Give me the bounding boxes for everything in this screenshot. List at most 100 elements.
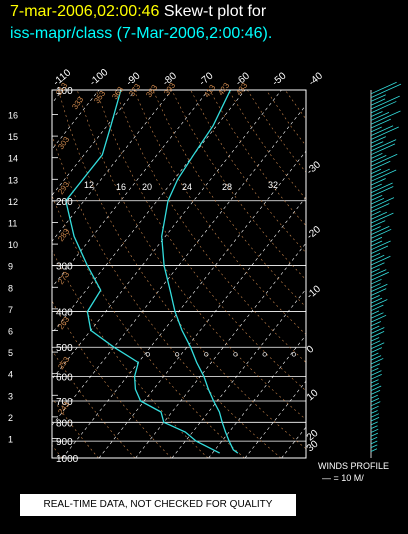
top-temp-tick-label: -100	[88, 67, 111, 89]
height-tick-label: 16	[8, 111, 18, 121]
mixing-ratio-marker	[145, 352, 151, 357]
dry-adiabat-label: 383	[144, 83, 159, 100]
height-tick-label: 6	[8, 326, 13, 336]
wind-barb	[370, 178, 386, 186]
right-temp-tick-label: 10	[305, 387, 321, 403]
height-tick-label: 10	[8, 240, 18, 250]
traces-layer	[65, 90, 239, 454]
quality-notice: REAL-TIME DATA, NOT CHECKED FOR QUALITY	[20, 494, 296, 516]
wind-barb	[370, 385, 382, 391]
wind-barb	[370, 98, 386, 106]
wind-barb	[370, 254, 385, 262]
isotherm-line	[52, 90, 282, 380]
wind-barb	[370, 398, 380, 403]
wind-barb	[370, 389, 381, 395]
wind-barb	[370, 126, 399, 140]
isotherm-line	[208, 334, 306, 458]
mixing-ratio-marker	[174, 352, 180, 357]
pressure-tick-label: 500	[56, 343, 73, 354]
mixing-ratio-marker	[321, 353, 325, 357]
wind-barb	[370, 245, 389, 254]
wind-barb	[370, 143, 396, 156]
dry-adiabat-line	[58, 90, 306, 450]
isotherm-line	[318, 90, 408, 458]
wind-barb	[370, 240, 383, 247]
isotherm-line	[52, 90, 136, 196]
wind-barb	[370, 141, 384, 148]
dry-adiabat-line	[171, 90, 306, 281]
dry-adiabat-line	[52, 300, 172, 458]
wind-barb	[370, 125, 394, 137]
wind-barb	[370, 428, 379, 433]
wind-barb	[370, 203, 390, 213]
wind-barb	[370, 210, 381, 216]
timestamp: 7-mar-2006,02:00:46	[10, 3, 160, 20]
pressure-tick-label: 700	[56, 397, 73, 408]
wind-profile-legend: — = 10 M/	[322, 473, 364, 483]
wind-barb	[370, 432, 379, 437]
wind-barb	[370, 394, 378, 399]
mixing-ratio-marker	[204, 352, 209, 357]
wind-barb	[370, 337, 380, 342]
mixing-ratio-label: 12	[84, 180, 94, 190]
height-tick-label: 7	[8, 305, 13, 315]
height-tick-label: 3	[8, 391, 13, 401]
wind-barb	[370, 240, 391, 251]
wind-barb	[370, 271, 389, 281]
dry-adiabat-label: 353	[92, 89, 107, 106]
wind-barb	[370, 101, 397, 114]
temperature-trace	[161, 90, 239, 454]
wind-barb	[370, 111, 383, 117]
height-tick-label: 1	[8, 434, 13, 444]
isotherm-line	[244, 380, 306, 458]
wind-barb	[370, 417, 380, 422]
wind-barb	[370, 81, 397, 95]
plot-title-line1: 7-mar-2006,02:00:46 Skew-t plot for	[10, 3, 266, 21]
wind-barb	[370, 278, 382, 285]
height-tick-label: 15	[8, 132, 18, 142]
wind-barb	[370, 310, 380, 315]
wind-barb	[370, 440, 378, 445]
mixing-ratio-label: 20	[142, 182, 152, 192]
height-tick-label: 8	[8, 283, 13, 293]
mixing-ratio-marker	[291, 352, 297, 357]
wind-barb	[370, 182, 393, 194]
dry-adiabat-line	[52, 134, 282, 458]
dry-adiabat-line	[133, 90, 306, 335]
pressure-tick-label: 600	[56, 372, 73, 383]
height-tick-label: 11	[8, 218, 17, 228]
isotherm-line	[52, 90, 63, 104]
wind-barb	[370, 312, 384, 319]
plot-subtitle: iss-mapr/class (7-Mar-2006,2:00:46).	[10, 25, 273, 42]
wind-barb	[370, 211, 387, 220]
wind-barb	[370, 111, 390, 121]
dewpoint-trace	[65, 90, 220, 454]
wind-barb	[370, 197, 395, 209]
wind-barb	[370, 136, 386, 144]
right-temp-tick-label: 30	[305, 438, 321, 454]
pressure-tick-label: 100	[56, 86, 73, 97]
wind-barb	[370, 444, 378, 449]
dry-adiabat-line	[284, 90, 306, 120]
wind-barb	[370, 160, 391, 171]
wind-barb	[370, 118, 391, 129]
wind-barb	[370, 226, 381, 232]
dry-adiabat-label: 363	[110, 85, 125, 102]
height-tick-label: 2	[8, 413, 13, 423]
wind-barb	[370, 367, 379, 372]
mixing-ratio-marker	[233, 352, 238, 357]
wind-barb	[370, 252, 381, 258]
wind-barb	[370, 255, 391, 266]
height-tick-label: 12	[8, 197, 18, 207]
wind-barb	[370, 95, 400, 110]
wind-barb	[370, 153, 383, 159]
pressure-tick-label: 400	[56, 308, 73, 319]
dry-adiabat-label: 283	[56, 227, 71, 244]
wind-barb	[370, 342, 385, 350]
height-tick-label: 13	[8, 175, 18, 185]
wind-barb	[370, 155, 387, 163]
wind-barb	[370, 225, 390, 235]
isotherm-line	[98, 196, 306, 458]
wind-barb	[370, 352, 379, 357]
right-temp-tick-label: -30	[305, 159, 323, 177]
